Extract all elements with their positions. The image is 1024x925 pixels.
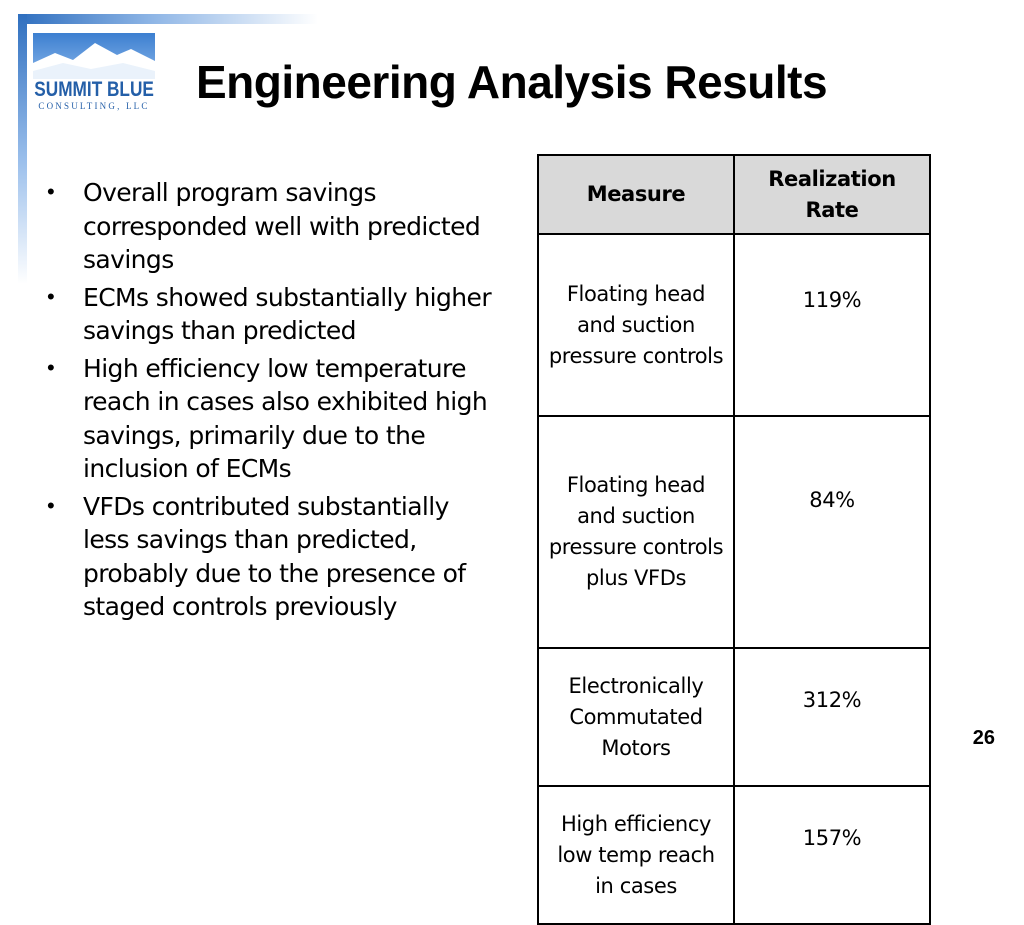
bullet-text: High efficiency low temperature reach in…: [83, 353, 488, 484]
bullet-item: • Overall program savings corresponded w…: [40, 176, 500, 277]
table-row: Floating head and suction pressure contr…: [537, 415, 931, 649]
bullet-dot-icon: •: [47, 179, 55, 204]
page-number: 26: [972, 727, 995, 749]
bullet-text: Overall program savings corresponded wel…: [83, 178, 481, 274]
bullet-text: ECMs showed substantially higher savings…: [83, 282, 492, 346]
measure-cell: Electronically Commutated Motors: [537, 647, 735, 787]
table-header-row: Measure Realization Rate: [537, 154, 931, 235]
bullet-dot-icon: •: [47, 283, 55, 309]
bullet-dot-icon: •: [47, 354, 55, 380]
bullet-text: VFDs contributed substantially less savi…: [83, 491, 466, 622]
rate-cell: 312%: [733, 647, 931, 787]
header-measure: Measure: [537, 154, 735, 235]
logo-subtitle: CONSULTING, LLC: [38, 101, 150, 111]
rate-cell: 157%: [733, 785, 931, 925]
logo-name: SUMMIT BLUE: [34, 78, 154, 101]
mountain-logo-icon: [33, 33, 155, 79]
bullet-list: • Overall program savings corresponded w…: [40, 176, 500, 628]
table-row: Electronically Commutated Motors 312%: [537, 647, 931, 787]
measure-cell: High efficiency low temp reach in cases: [537, 785, 735, 925]
company-logo: SUMMIT BLUE CONSULTING, LLC: [33, 33, 155, 113]
rate-cell: 119%: [733, 233, 931, 417]
rate-cell: 84%: [733, 415, 931, 649]
measure-cell: Floating head and suction pressure contr…: [537, 415, 735, 649]
realization-rate-table: Measure Realization Rate Floating head a…: [537, 154, 931, 925]
bullet-dot-icon: •: [47, 492, 55, 518]
table-row: High efficiency low temp reach in cases …: [537, 785, 931, 925]
measure-cell: Floating head and suction pressure contr…: [537, 233, 735, 417]
bullet-item: • High efficiency low temperature reach …: [40, 352, 500, 486]
bullet-item: • ECMs showed substantially higher savin…: [40, 281, 500, 348]
bullet-item: • VFDs contributed substantially less sa…: [40, 490, 500, 624]
decorative-top-band: [18, 14, 318, 24]
page-title: Engineering Analysis Results: [196, 56, 828, 108]
header-realization-rate: Realization Rate: [733, 154, 931, 235]
table-row: Floating head and suction pressure contr…: [537, 233, 931, 417]
decorative-left-band: [18, 14, 27, 284]
